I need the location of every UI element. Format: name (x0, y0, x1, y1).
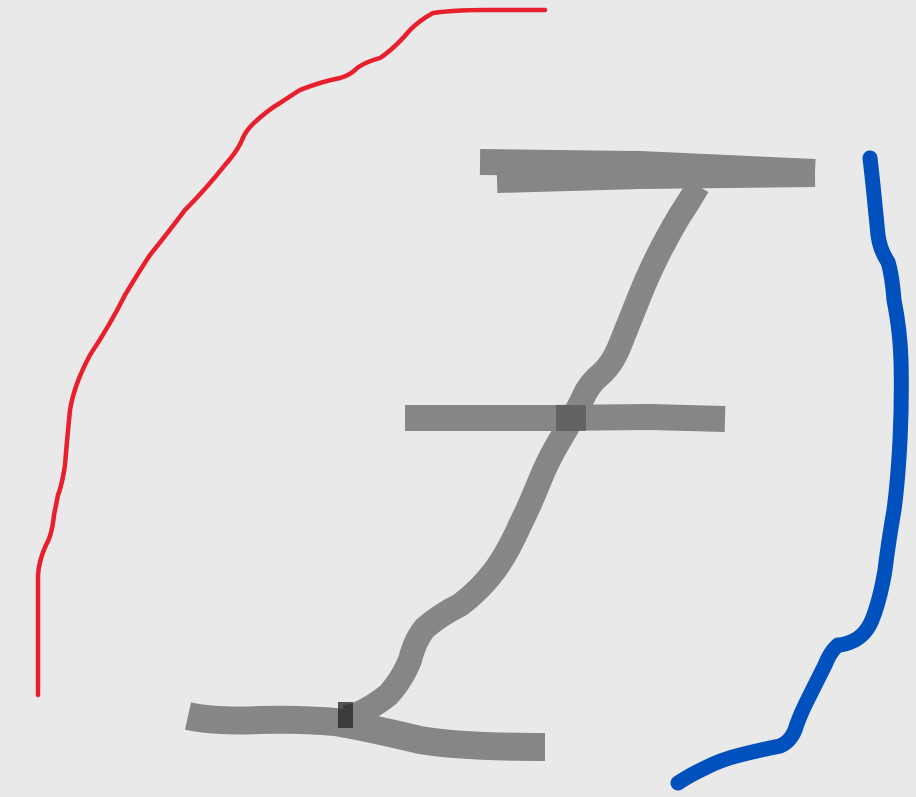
gray-bottom-bar-stroke[interactable] (184, 702, 546, 761)
gray-diagonal-stroke[interactable] (342, 180, 709, 729)
gray-middle-bar-stroke[interactable] (405, 404, 726, 432)
gray-overlap-mark-bottom (338, 702, 353, 728)
gray-overlap-mark-middle (556, 405, 586, 431)
gray-top-bar-stroke[interactable] (479, 149, 816, 193)
blue-arc-stroke[interactable] (670, 150, 909, 791)
red-arc-stroke[interactable] (35, 7, 548, 698)
gray-glyph-group (184, 149, 816, 761)
